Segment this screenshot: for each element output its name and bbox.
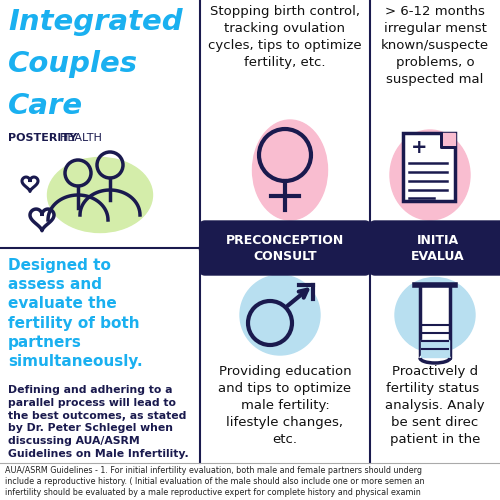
Polygon shape: [420, 285, 450, 355]
Text: AUA/ASRM Guidelines - 1. For initial infertility evaluation, both male and femal: AUA/ASRM Guidelines - 1. For initial inf…: [5, 466, 424, 497]
Text: Proactively d
fertility status 
analysis. Analy
be sent direc
patient in the: Proactively d fertility status analysis.…: [385, 365, 485, 446]
Polygon shape: [421, 340, 449, 357]
Text: Designed to
assess and
evaluate the
fertility of both
partners
simultaneously.: Designed to assess and evaluate the fert…: [8, 258, 142, 369]
Ellipse shape: [420, 353, 450, 363]
Ellipse shape: [395, 278, 475, 352]
Text: +: +: [411, 138, 428, 157]
Text: HEALTH: HEALTH: [60, 133, 103, 143]
Ellipse shape: [48, 158, 152, 232]
Text: Couples: Couples: [8, 50, 138, 78]
Ellipse shape: [240, 275, 320, 355]
Text: POSTERITY: POSTERITY: [8, 133, 77, 143]
Text: Care: Care: [8, 92, 83, 120]
Text: Defining and adhering to a
parallel process will lead to
the best outcomes, as s: Defining and adhering to a parallel proc…: [8, 385, 189, 459]
Ellipse shape: [252, 120, 328, 220]
FancyBboxPatch shape: [403, 133, 455, 201]
Text: > 6-12 months
irregular menst
known/suspecte
problems, o
suspected mal: > 6-12 months irregular menst known/susp…: [381, 5, 489, 86]
Text: INITIA
EVALUA: INITIA EVALUA: [410, 234, 465, 262]
FancyBboxPatch shape: [200, 221, 370, 275]
Text: PRECONCEPTION
CONSULT: PRECONCEPTION CONSULT: [226, 234, 344, 262]
FancyBboxPatch shape: [370, 221, 500, 275]
Text: Integrated: Integrated: [8, 8, 182, 36]
Ellipse shape: [390, 130, 470, 220]
Text: Providing education
and tips to optimize
male fertility:
lifestyle changes,
etc.: Providing education and tips to optimize…: [218, 365, 352, 446]
Polygon shape: [441, 133, 455, 147]
Text: Stopping birth control,
tracking ovulation
cycles, tips to optimize
fertility, e: Stopping birth control, tracking ovulati…: [208, 5, 362, 69]
